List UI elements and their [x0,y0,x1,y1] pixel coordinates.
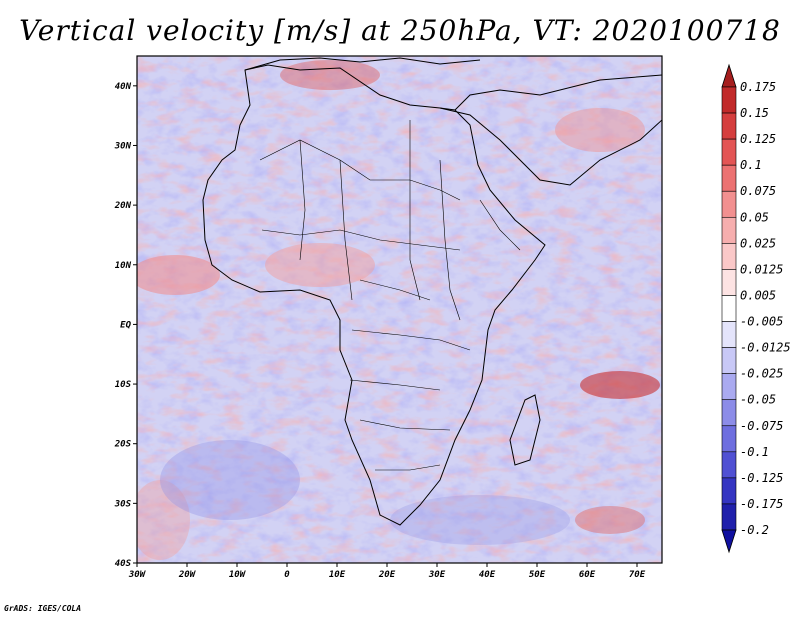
colorbar: 0.175 0.15 0.125 0.1 0.075 0.05 0.025 0.0125 0.0… [721,63,791,554]
lon-tick-label: 30E [428,570,446,580]
colorbar-min-arrow [721,529,737,554]
lon-tick-label: 40E [479,570,496,580]
colorbar-label: -0.05 [740,393,776,407]
longitude-axis: 30W 20W 10W 0 10E 20E 30E 40E 50E 60E 70E [128,563,646,580]
lat-tick-label: 10N [115,261,132,271]
colorbar-bin [721,112,737,140]
colorbar-bin [721,503,737,531]
lon-tick-label: 20E [378,570,396,580]
lon-tick-label: 30W [128,570,147,580]
plot-frame [136,55,663,564]
colorbar-label: 0.005 [740,288,776,302]
coastlines [202,57,662,526]
lat-tick-label: 40N [115,82,132,92]
colorbar-label: -0.125 [740,471,783,485]
colorbar-max-arrow [721,63,737,88]
colorbar-label: -0.005 [740,315,783,329]
colorbar-label: -0.175 [740,497,783,511]
colorbar-bin [721,295,737,322]
colorbar-label: -0.2 [740,523,769,537]
lon-tick-label: 10W [229,570,247,580]
colorbar-label: -0.025 [740,367,783,381]
colorbar-bin [721,164,737,192]
lat-tick-label: 30N [114,141,132,151]
colorbar-bin [721,425,737,453]
lon-tick-label: 70E [629,570,646,580]
colorbar-label: -0.0125 [740,341,791,355]
colorbar-bin [721,190,737,218]
colorbar-label: -0.075 [740,419,783,433]
colorbar-bin [721,216,737,244]
lat-tick-label: EQ [120,320,131,330]
colorbar-label: 0.05 [740,210,769,224]
lon-tick-label: 60E [579,570,596,580]
lon-tick-label: 20W [178,570,197,580]
lon-tick-label: 50E [529,570,546,580]
grads-credit: GrADS: IGES/COLA [4,604,82,613]
lat-tick-label: 10S [115,380,132,390]
lon-tick-label: 0 [284,570,290,580]
colorbar-label: 0.0125 [740,262,783,276]
country-borders [259,120,521,471]
colorbar-label: 0.075 [740,184,776,198]
colorbar-bin [721,399,737,427]
latitude-axis: 40N 30N 20N 10N EQ 10S 20S 30S 40S [114,82,137,569]
colorbar-label: -0.1 [740,445,769,459]
colorbar-bin [721,243,737,270]
colorbar-label: 0.15 [740,106,769,120]
colorbar-bin [721,373,737,401]
chart-title: Vertical velocity [m/s] at 250hPa, VT: 2… [19,14,781,47]
colorbar-label: 0.025 [740,236,776,250]
lat-tick-label: 40S [115,559,132,569]
colorbar-bin [721,86,737,114]
lat-tick-label: 20N [114,201,132,211]
colorbar-bin [721,138,737,166]
colorbar-bin [721,269,737,296]
lat-tick-label: 20S [114,440,132,450]
lon-tick-label: 10E [329,570,346,580]
colorbar-bin [721,477,737,505]
colorbar-label: 0.1 [740,158,762,172]
colorbar-bin [721,451,737,479]
lat-tick-label: 30S [114,499,132,509]
colorbar-bin [721,347,737,374]
colorbar-label: 0.125 [740,132,776,146]
velocity-field [137,56,662,563]
colorbar-bin [721,321,737,348]
colorbar-label: 0.175 [740,80,776,94]
